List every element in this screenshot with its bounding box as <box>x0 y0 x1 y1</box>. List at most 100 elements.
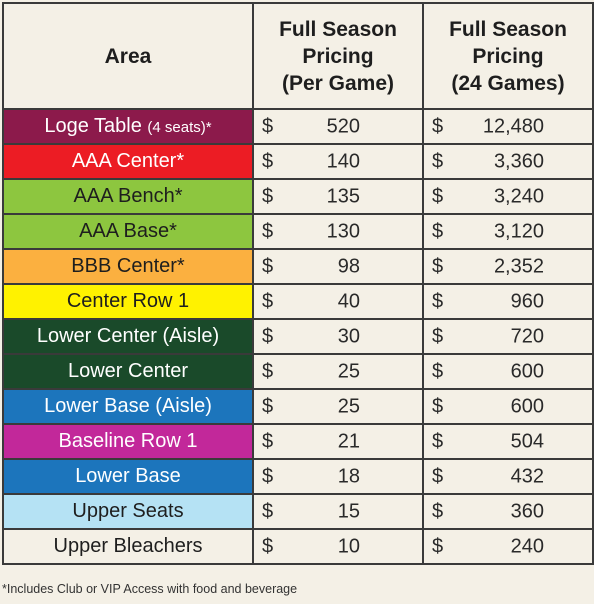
season-price-cell: $3,240 <box>422 178 594 215</box>
area-name: BBB Center* <box>71 255 185 277</box>
table-row: Lower Center $25 $600 <box>2 353 594 390</box>
area-cell: Loge Table (4 seats)* <box>2 108 254 145</box>
season-price-cell: $720 <box>422 318 594 355</box>
season-header: Full Season Pricing (24 Games) <box>422 2 594 110</box>
area-name: Lower Base <box>75 465 181 487</box>
currency-symbol: $ <box>432 360 444 382</box>
area-name: AAA Bench* <box>73 185 183 207</box>
per-game-price-cell: $135 <box>252 178 424 215</box>
per-game-header-line: (Per Game) <box>281 71 395 95</box>
season-price: 240 <box>510 535 544 557</box>
area-cell: AAA Bench* <box>2 178 254 215</box>
currency-symbol: $ <box>432 255 444 277</box>
area-cell: BBB Center* <box>2 248 254 285</box>
table-row: Lower Base (Aisle) $25 $600 <box>2 388 594 425</box>
season-price: 600 <box>510 395 544 417</box>
currency-symbol: $ <box>262 185 274 207</box>
area-cell: Lower Center (Aisle) <box>2 318 254 355</box>
season-price: 720 <box>510 325 544 347</box>
area-name: Loge Table <box>44 115 142 137</box>
currency-symbol: $ <box>262 220 274 242</box>
per-game-price-cell: $520 <box>252 108 424 145</box>
season-price-cell: $600 <box>422 353 594 390</box>
area-header: Area <box>2 2 254 110</box>
area-cell: Center Row 1 <box>2 283 254 320</box>
area-cell: AAA Base* <box>2 213 254 250</box>
table-row: Lower Base $18 $432 <box>2 458 594 495</box>
season-header-line: Pricing <box>472 44 544 68</box>
per-game-price: 30 <box>337 325 360 347</box>
per-game-price: 135 <box>326 185 360 207</box>
per-game-price: 15 <box>337 500 360 522</box>
pricing-table: Area Full Season Pricing (Per Game) Full… <box>2 2 594 565</box>
season-price: 960 <box>510 290 544 312</box>
per-game-header-line: Pricing <box>302 44 374 68</box>
area-cell: Upper Bleachers <box>2 528 254 565</box>
area-name: Upper Seats <box>72 500 184 522</box>
currency-symbol: $ <box>262 115 274 137</box>
area-name: Lower Center <box>67 360 189 382</box>
currency-symbol: $ <box>262 395 274 417</box>
per-game-price-cell: $25 <box>252 388 424 425</box>
currency-symbol: $ <box>262 360 274 382</box>
area-name: AAA Base* <box>79 220 177 242</box>
currency-symbol: $ <box>432 290 444 312</box>
season-price-cell: $240 <box>422 528 594 565</box>
season-price-cell: $3,120 <box>422 213 594 250</box>
season-price: 3,240 <box>493 185 544 207</box>
per-game-price: 130 <box>326 220 360 242</box>
currency-symbol: $ <box>432 535 444 557</box>
per-game-price-cell: $21 <box>252 423 424 460</box>
season-price-cell: $600 <box>422 388 594 425</box>
table-row: BBB Center* $98 $2,352 <box>2 248 594 285</box>
per-game-header: Full Season Pricing (Per Game) <box>252 2 424 110</box>
per-game-header-line: Full Season <box>279 17 397 41</box>
season-price: 12,480 <box>482 115 544 137</box>
area-name: Baseline Row 1 <box>58 430 198 452</box>
area-cell: Lower Base (Aisle) <box>2 388 254 425</box>
season-price: 3,360 <box>493 150 544 172</box>
season-header-line: (24 Games) <box>451 71 565 95</box>
currency-symbol: $ <box>432 115 444 137</box>
per-game-price: 25 <box>337 395 360 417</box>
season-price: 3,120 <box>493 220 544 242</box>
season-price: 600 <box>510 360 544 382</box>
per-game-price: 18 <box>337 465 360 487</box>
per-game-price: 98 <box>337 255 360 277</box>
currency-symbol: $ <box>432 185 444 207</box>
footnote: *Includes Club or VIP Access with food a… <box>2 582 298 596</box>
season-price: 504 <box>510 430 544 452</box>
season-price-cell: $432 <box>422 458 594 495</box>
per-game-price: 25 <box>337 360 360 382</box>
season-price: 2,352 <box>493 255 544 277</box>
per-game-price-cell: $130 <box>252 213 424 250</box>
per-game-price-cell: $140 <box>252 143 424 180</box>
currency-symbol: $ <box>432 465 444 487</box>
season-price: 360 <box>510 500 544 522</box>
area-name: Center Row 1 <box>66 290 190 312</box>
per-game-price-cell: $25 <box>252 353 424 390</box>
per-game-price-cell: $30 <box>252 318 424 355</box>
currency-symbol: $ <box>432 150 444 172</box>
season-header-line: Full Season <box>449 17 567 41</box>
table-row: Upper Seats $15 $360 <box>2 493 594 530</box>
per-game-price-cell: $40 <box>252 283 424 320</box>
currency-symbol: $ <box>262 255 274 277</box>
per-game-price: 21 <box>337 430 360 452</box>
season-price-cell: $360 <box>422 493 594 530</box>
table-row: Lower Center (Aisle) $30 $720 <box>2 318 594 355</box>
table-row: Baseline Row 1 $21 $504 <box>2 423 594 460</box>
currency-symbol: $ <box>432 430 444 452</box>
table-row: AAA Center* $140 $3,360 <box>2 143 594 180</box>
area-note: (4 seats)* <box>147 119 212 136</box>
currency-symbol: $ <box>262 290 274 312</box>
season-price-cell: $12,480 <box>422 108 594 145</box>
currency-symbol: $ <box>432 220 444 242</box>
currency-symbol: $ <box>262 535 274 557</box>
per-game-price-cell: $18 <box>252 458 424 495</box>
header-row: Area Full Season Pricing (Per Game) Full… <box>2 2 594 110</box>
per-game-price-cell: $10 <box>252 528 424 565</box>
area-name: Lower Center (Aisle) <box>36 325 220 347</box>
currency-symbol: $ <box>262 465 274 487</box>
area-cell: Upper Seats <box>2 493 254 530</box>
